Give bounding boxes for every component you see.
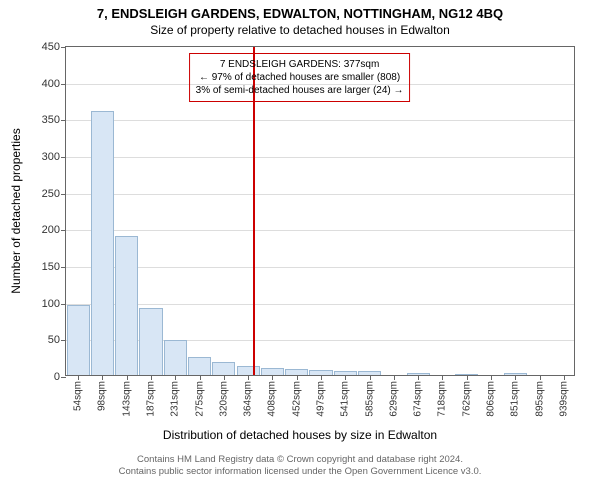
xtick-label: 762sqm <box>461 381 472 417</box>
histogram-bar <box>164 340 187 375</box>
plot-area: 05010015020025030035040045054sqm98sqm143… <box>65 46 575 376</box>
gridline-h <box>66 157 574 158</box>
xtick-label: 674sqm <box>413 381 424 417</box>
callout-line: ← 97% of detached houses are smaller (80… <box>196 71 404 84</box>
xtick-mark <box>345 375 346 380</box>
gridline-h <box>66 194 574 195</box>
ytick-label: 400 <box>42 78 66 90</box>
xtick-label: 187sqm <box>146 381 157 417</box>
xtick-mark <box>467 375 468 380</box>
ytick-label: 50 <box>48 334 66 346</box>
ytick-label: 0 <box>54 371 66 383</box>
attribution-text: Contains HM Land Registry data © Crown c… <box>0 454 600 479</box>
callout-line: 7 ENDSLEIGH GARDENS: 377sqm <box>196 58 404 71</box>
xtick-label: 231sqm <box>170 381 181 417</box>
xtick-label: 629sqm <box>388 381 399 417</box>
xtick-mark <box>394 375 395 380</box>
gridline-h <box>66 304 574 305</box>
callout-line: 3% of semi-detached houses are larger (2… <box>196 84 404 97</box>
xtick-mark <box>491 375 492 380</box>
histogram-chart: Number of detached properties Distributio… <box>0 0 600 500</box>
ytick-label: 100 <box>42 298 66 310</box>
gridline-h <box>66 230 574 231</box>
ytick-label: 450 <box>42 41 66 53</box>
histogram-bar <box>188 357 211 375</box>
gridline-h <box>66 267 574 268</box>
xtick-mark <box>175 375 176 380</box>
xtick-label: 939sqm <box>558 381 569 417</box>
xtick-label: 275sqm <box>194 381 205 417</box>
xtick-label: 585sqm <box>364 381 375 417</box>
xtick-mark <box>151 375 152 380</box>
xtick-label: 143sqm <box>121 381 132 417</box>
xtick-mark <box>370 375 371 380</box>
callout-box: 7 ENDSLEIGH GARDENS: 377sqm← 97% of deta… <box>189 53 411 102</box>
histogram-bar <box>261 368 284 375</box>
xtick-mark <box>418 375 419 380</box>
xtick-mark <box>564 375 565 380</box>
xtick-mark <box>248 375 249 380</box>
xtick-label: 497sqm <box>316 381 327 417</box>
xtick-mark <box>442 375 443 380</box>
xtick-label: 895sqm <box>534 381 545 417</box>
gridline-h <box>66 120 574 121</box>
xtick-label: 320sqm <box>218 381 229 417</box>
xtick-mark <box>515 375 516 380</box>
histogram-bar <box>212 362 235 375</box>
histogram-bar <box>237 366 260 375</box>
ytick-label: 200 <box>42 224 66 236</box>
histogram-bar <box>67 305 90 375</box>
attribution-line: Contains public sector information licen… <box>0 466 600 478</box>
xtick-mark <box>200 375 201 380</box>
xtick-label: 54sqm <box>73 381 84 411</box>
histogram-bar <box>139 308 162 375</box>
histogram-bar <box>91 111 114 375</box>
xtick-mark <box>78 375 79 380</box>
ytick-label: 250 <box>42 188 66 200</box>
xtick-mark <box>297 375 298 380</box>
xtick-label: 452sqm <box>291 381 302 417</box>
attribution-line: Contains HM Land Registry data © Crown c… <box>0 454 600 466</box>
ytick-label: 300 <box>42 151 66 163</box>
x-axis-label: Distribution of detached houses by size … <box>0 428 600 442</box>
xtick-mark <box>540 375 541 380</box>
xtick-label: 98sqm <box>97 381 108 411</box>
xtick-label: 408sqm <box>267 381 278 417</box>
y-axis-label: Number of detached properties <box>9 128 23 293</box>
xtick-mark <box>102 375 103 380</box>
ytick-label: 150 <box>42 261 66 273</box>
xtick-label: 541sqm <box>340 381 351 417</box>
ytick-label: 350 <box>42 114 66 126</box>
xtick-label: 364sqm <box>243 381 254 417</box>
xtick-mark <box>127 375 128 380</box>
xtick-mark <box>224 375 225 380</box>
histogram-bar <box>115 236 138 375</box>
xtick-mark <box>321 375 322 380</box>
xtick-label: 718sqm <box>437 381 448 417</box>
xtick-label: 806sqm <box>486 381 497 417</box>
xtick-label: 851sqm <box>510 381 521 417</box>
xtick-mark <box>272 375 273 380</box>
